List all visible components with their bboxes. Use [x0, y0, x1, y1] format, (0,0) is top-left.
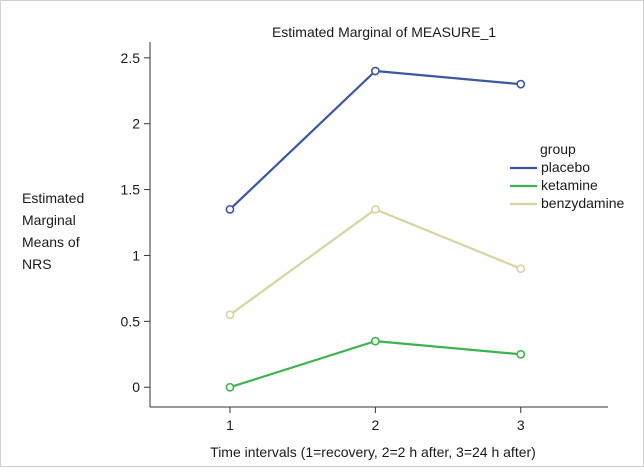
- legend: group placebo ketamine benzydamine: [510, 141, 624, 211]
- y-tick-label: 0: [132, 379, 140, 395]
- y-axis-label-line: Means of: [22, 234, 80, 250]
- data-point-placebo: [516, 79, 526, 89]
- y-tick-label: 1.5: [121, 182, 141, 198]
- data-point-benzydamine: [516, 264, 526, 274]
- series-line-placebo: [229, 69, 521, 211]
- y-tick-label: 2: [132, 116, 140, 132]
- series-ketamine: [225, 336, 526, 392]
- legend-label-placebo: placebo: [541, 159, 590, 175]
- x-tick-label: 3: [517, 417, 525, 433]
- y-axis-label-line: Estimated: [22, 190, 84, 206]
- series-layer: [225, 66, 526, 392]
- x-axis-label: Time intervals (1=recovery, 2=2 h after,…: [210, 444, 536, 460]
- y-tick-label: 1: [132, 247, 140, 263]
- data-point-ketamine: [225, 382, 235, 392]
- data-point-ketamine: [516, 349, 526, 359]
- data-point-benzydamine: [225, 310, 235, 320]
- y-axis-label-line: Marginal: [22, 212, 76, 228]
- x-tick-label: 1: [226, 417, 234, 433]
- y-tick-label: 2.5: [121, 50, 141, 66]
- x-tick-label: 2: [371, 417, 379, 433]
- legend-label-ketamine: ketamine: [541, 177, 598, 193]
- legend-title: group: [540, 141, 576, 157]
- axes: 0 0.5 1 1.5 2 2.5 1 2 3: [121, 42, 608, 433]
- y-axis-label-line: NRS: [22, 256, 52, 272]
- data-point-ketamine: [370, 336, 380, 346]
- series-benzydamine: [225, 204, 526, 320]
- chart-title: Estimated Marginal of MEASURE_1: [272, 24, 496, 40]
- series-placebo: [225, 66, 526, 214]
- series-line-ketamine: [229, 340, 521, 389]
- data-point-benzydamine: [370, 204, 380, 214]
- series-line-benzydamine: [229, 208, 522, 316]
- data-point-placebo: [225, 204, 235, 214]
- y-tick-label: 0.5: [121, 313, 141, 329]
- y-axis-label: Estimated Marginal Means of NRS: [22, 190, 84, 272]
- legend-label-benzydamine: benzydamine: [541, 195, 624, 211]
- data-point-placebo: [370, 66, 380, 76]
